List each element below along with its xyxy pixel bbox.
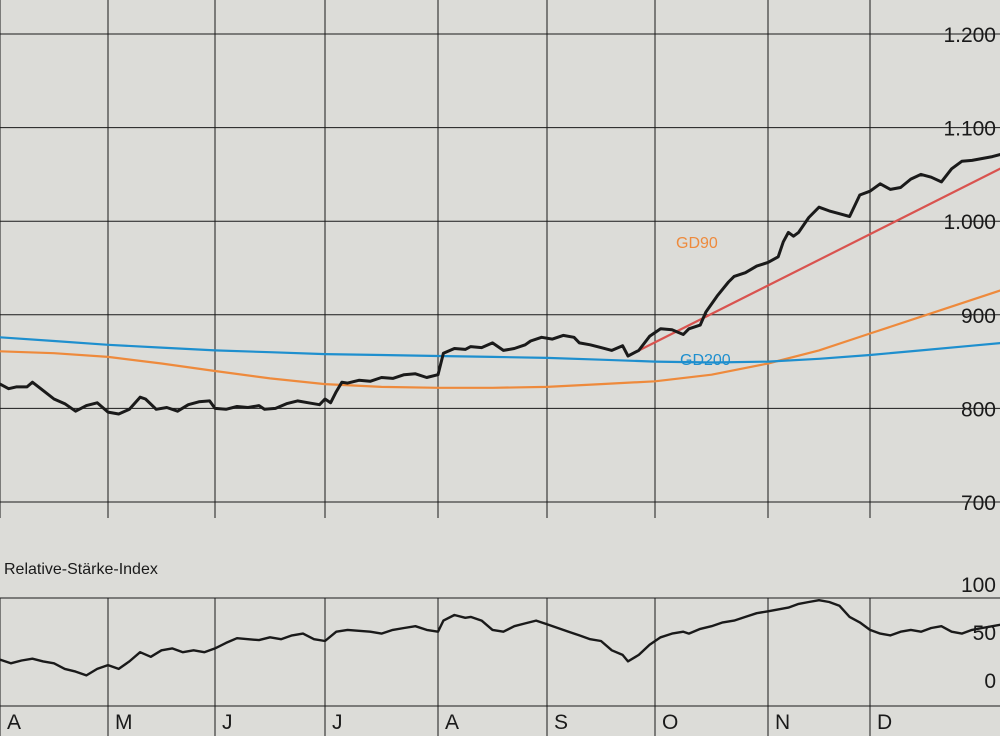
- gd90-line: [0, 289, 1000, 389]
- main-series: [0, 152, 1000, 416]
- gd200-series-label: GD200: [680, 352, 731, 369]
- gd90-series-label: GD90: [676, 235, 718, 252]
- month-label: A: [7, 711, 21, 734]
- main-y-tick-label: 700: [961, 492, 996, 515]
- rsi-grid: [0, 597, 1000, 736]
- main-grid: [0, 0, 1000, 518]
- month-label: J: [222, 711, 233, 734]
- month-label: D: [877, 711, 892, 734]
- main-y-tick-label: 1.100: [943, 118, 996, 141]
- main-y-tick-label: 900: [961, 305, 996, 328]
- main-y-tick-label: 1.000: [943, 211, 996, 234]
- month-label: S: [554, 711, 568, 734]
- rsi-chart-title: Relative-Stärke-Index: [4, 561, 158, 578]
- rsi-y-tick-label: 50: [973, 622, 996, 645]
- month-label: A: [445, 711, 459, 734]
- month-label: J: [332, 711, 343, 734]
- main-y-tick-label: 800: [961, 398, 996, 421]
- price-line: [0, 152, 1000, 416]
- rsi-line: [0, 599, 1000, 677]
- month-label: O: [662, 711, 678, 734]
- trend-line: [632, 167, 1000, 355]
- month-label: N: [775, 711, 790, 734]
- rsi-y-tick-label: 100: [961, 574, 996, 597]
- main-y-tick-label: 1.200: [943, 24, 996, 47]
- gd200-line: [0, 336, 1000, 364]
- month-label: M: [115, 711, 133, 734]
- rsi-y-tick-label: 0: [984, 670, 996, 693]
- rsi-series: [0, 599, 1000, 677]
- tick-labels: 700 800 900 1.000 1.100 1.200 0 50 100: [943, 24, 996, 693]
